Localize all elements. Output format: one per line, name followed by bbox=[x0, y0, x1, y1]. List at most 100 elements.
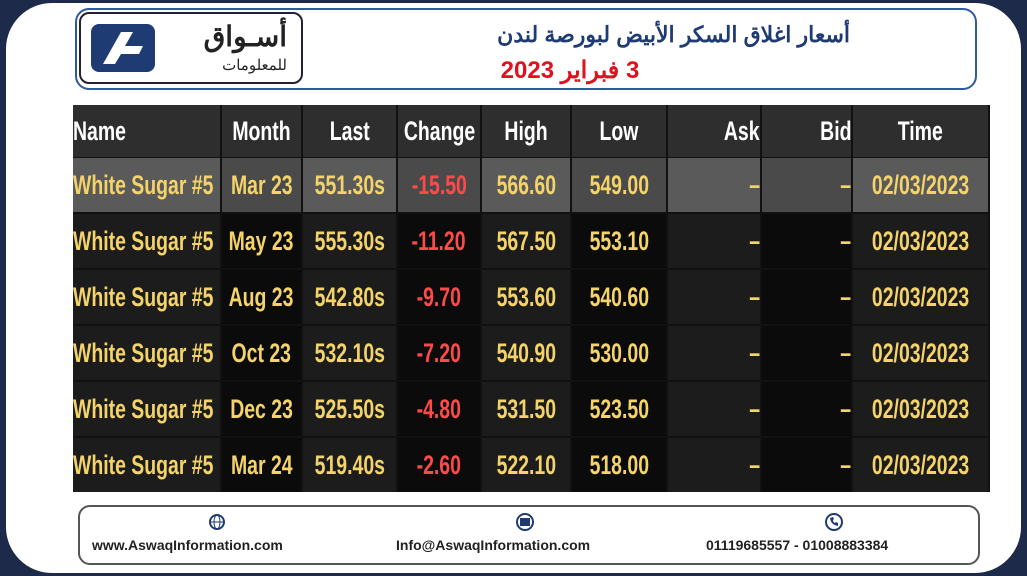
logo-name: أسـواق bbox=[203, 21, 287, 52]
cell-text: Dec 23 bbox=[230, 393, 293, 424]
row-time: 02/03/2023 bbox=[853, 438, 988, 492]
row-low: 540.60 bbox=[572, 270, 666, 324]
phone-icon bbox=[825, 513, 843, 531]
cell-text: Oct 23 bbox=[231, 337, 292, 368]
row-change: -15.50 bbox=[398, 158, 480, 212]
row-high: 566.60 bbox=[482, 158, 570, 212]
cell-text: May 23 bbox=[229, 225, 294, 256]
row-last: 525.50s bbox=[303, 382, 396, 436]
cell-text: -9.70 bbox=[416, 281, 462, 312]
web-icon bbox=[209, 514, 225, 530]
phone: 01119685557 - 01008883384 bbox=[706, 537, 889, 553]
cell-text: – bbox=[840, 449, 851, 480]
cell-text: Last bbox=[329, 115, 370, 146]
cell-text: Month bbox=[232, 115, 291, 146]
row-last: 551.30s bbox=[303, 158, 396, 212]
header-change: Change bbox=[398, 105, 480, 157]
cell-text: Mar 23 bbox=[230, 169, 293, 200]
header-time: Time bbox=[853, 105, 988, 157]
website: www.AswaqInformation.com bbox=[92, 537, 283, 553]
cell-text: 530.00 bbox=[589, 337, 649, 368]
table: Name Month Last Change High Low Ask Bid Time Whit… bbox=[73, 105, 990, 492]
cell-text: 566.60 bbox=[496, 169, 556, 200]
row-last: 532.10s bbox=[303, 326, 396, 380]
date: 3 فبراير 2023 bbox=[500, 57, 640, 84]
cell-text: White Sugar #5 bbox=[73, 449, 214, 480]
row-low: 523.50 bbox=[572, 382, 666, 436]
row-low: 530.00 bbox=[572, 326, 666, 380]
row-month: May 23 bbox=[222, 214, 301, 268]
row-bid: – bbox=[762, 438, 851, 492]
row-bid: – bbox=[762, 326, 851, 380]
row-bid: – bbox=[762, 214, 851, 268]
row-low: 518.00 bbox=[572, 438, 666, 492]
row-last: 555.30s bbox=[303, 214, 396, 268]
row-time: 02/03/2023 bbox=[853, 214, 988, 268]
row-low: 553.10 bbox=[572, 214, 666, 268]
cell-text: – bbox=[749, 225, 760, 256]
row-month: Mar 24 bbox=[222, 438, 301, 492]
row-bid: – bbox=[762, 270, 851, 324]
cell-text: White Sugar #5 bbox=[73, 225, 214, 256]
row-name: White Sugar #5 bbox=[73, 438, 220, 492]
row-ask: – bbox=[668, 270, 760, 324]
cell-text: White Sugar #5 bbox=[73, 337, 214, 368]
cell-text: – bbox=[840, 169, 851, 200]
cell-text: White Sugar #5 bbox=[73, 281, 214, 312]
row-name: White Sugar #5 bbox=[73, 326, 220, 380]
row-ask: – bbox=[668, 438, 760, 492]
cell-text: – bbox=[749, 169, 760, 200]
cell-text: 540.90 bbox=[496, 337, 556, 368]
cell-text: White Sugar #5 bbox=[73, 393, 214, 424]
cell-text: 02/03/2023 bbox=[871, 225, 970, 256]
row-bid: – bbox=[762, 158, 851, 212]
cell-text: Low bbox=[599, 115, 639, 146]
cell-text: 567.50 bbox=[496, 225, 556, 256]
cell-text: – bbox=[840, 393, 851, 424]
header-name: Name bbox=[73, 105, 220, 157]
row-last: 542.80s bbox=[303, 270, 396, 324]
row-name: White Sugar #5 bbox=[73, 270, 220, 324]
cell-text: Change bbox=[403, 115, 475, 146]
cell-text: Name bbox=[73, 115, 126, 146]
cell-text: 02/03/2023 bbox=[871, 393, 970, 424]
row-month: Dec 23 bbox=[222, 382, 301, 436]
row-time: 02/03/2023 bbox=[853, 326, 988, 380]
row-time: 02/03/2023 bbox=[853, 158, 988, 212]
logo-icon bbox=[91, 24, 155, 72]
row-ask: – bbox=[668, 158, 760, 212]
cell-text: 555.30s bbox=[314, 225, 385, 256]
row-time: 02/03/2023 bbox=[853, 382, 988, 436]
cell-text: 553.10 bbox=[589, 225, 649, 256]
cell-text: 523.50 bbox=[589, 393, 649, 424]
cell-text: – bbox=[840, 281, 851, 312]
cell-text: 525.50s bbox=[314, 393, 385, 424]
title: أسعار اغلاق السكر الأبيض لبورصة لندن bbox=[497, 22, 850, 47]
row-time: 02/03/2023 bbox=[853, 270, 988, 324]
header-last: Last bbox=[303, 105, 396, 157]
cell-text: – bbox=[840, 337, 851, 368]
cell-text: Ask bbox=[724, 115, 760, 146]
row-ask: – bbox=[668, 382, 760, 436]
cell-text: Time bbox=[897, 115, 944, 146]
cell-text: -11.20 bbox=[411, 225, 467, 256]
cell-text: Mar 24 bbox=[230, 449, 293, 480]
row-name: White Sugar #5 bbox=[73, 214, 220, 268]
cell-text: 542.80s bbox=[314, 281, 385, 312]
cell-text: -7.20 bbox=[416, 337, 462, 368]
cell-text: 519.40s bbox=[314, 449, 385, 480]
cell-text: 540.60 bbox=[589, 281, 649, 312]
cell-text: High bbox=[504, 115, 548, 146]
cell-text: 531.50 bbox=[496, 393, 556, 424]
row-change: -9.70 bbox=[398, 270, 480, 324]
row-change: -7.20 bbox=[398, 326, 480, 380]
header-bid: Bid bbox=[762, 105, 851, 157]
logo: أسـواق للمعلومات bbox=[79, 12, 303, 84]
cell-text: Bid bbox=[819, 115, 851, 146]
cell-text: 551.30s bbox=[314, 169, 385, 200]
email: Info@AswaqInformation.com bbox=[396, 537, 591, 553]
header-low: Low bbox=[572, 105, 666, 157]
footer: www.AswaqInformation.com Info@AswaqInfor… bbox=[78, 505, 980, 565]
header-box bbox=[75, 8, 977, 90]
